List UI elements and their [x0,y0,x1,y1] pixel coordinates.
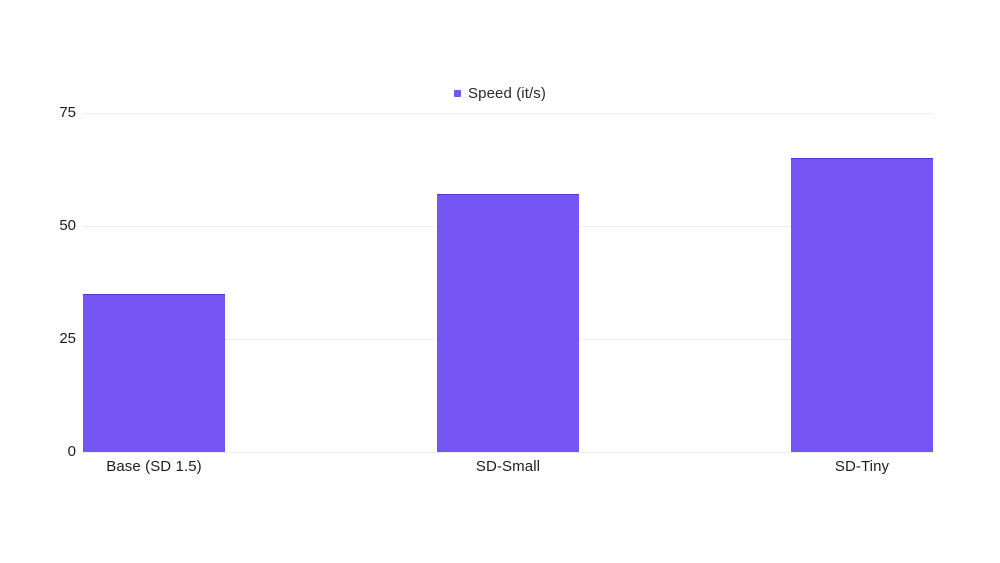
y-axis-tick-label: 25 [59,330,76,347]
legend-label: Speed (it/s) [468,85,546,102]
x-axis-category-label: Base (SD 1.5) [106,458,202,475]
y-axis-tick-label: 50 [59,217,76,234]
bar [791,158,933,452]
gridline [83,451,933,453]
y-axis-tick-label: 0 [67,443,76,460]
gridline [83,112,933,114]
x-axis-category-label: SD-Small [475,458,541,475]
x-axis-category-label: SD-Tiny [834,458,890,475]
bar [437,194,579,452]
bar [83,293,225,452]
legend-marker-icon [454,90,462,97]
y-axis-tick-label: 75 [59,104,76,121]
legend[interactable]: Speed (it/s) [0,85,1000,102]
